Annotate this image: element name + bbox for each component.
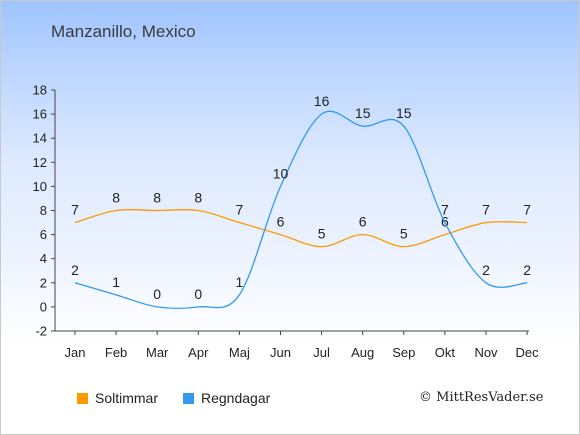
data-label-regndagar: 2 [482,262,490,278]
data-label-soltimmar: 8 [153,190,161,206]
legend-swatch-regndagar [183,392,194,404]
x-tick-label: Jul [313,345,330,360]
series-line-soltimmar [74,208,528,248]
y-tick-label: 4 [40,251,47,266]
x-tick-label: Apr [188,345,209,360]
legend-item-regndagar: Regndagar [183,390,270,406]
data-label-regndagar: 16 [314,93,330,109]
y-tick-label: -2 [35,324,47,339]
data-label-regndagar: 1 [112,274,120,290]
data-label-soltimmar: 7 [482,202,490,218]
legend-item-soltimmar: Soltimmar [77,390,158,406]
data-label-soltimmar: 7 [523,202,531,218]
x-tick-label: Feb [105,345,127,360]
data-label-soltimmar: 8 [112,190,120,206]
data-label-regndagar: 2 [523,262,531,278]
y-tick-label: 10 [33,179,47,194]
x-tick-label: Jun [270,345,291,360]
x-tick-label: Dec [516,345,540,360]
y-tick-label: 8 [40,203,47,218]
legend-label-regndagar: Regndagar [201,390,271,406]
x-tick-label: Mar [146,345,169,360]
data-label-regndagar: 7 [441,202,449,218]
data-label-regndagar: 15 [396,105,412,121]
y-tick-label: 14 [33,131,47,146]
y-tick-label: 12 [33,155,47,170]
legend-swatch-soltimmar [77,392,88,404]
y-tick-label: 0 [40,299,47,314]
chart-title: Manzanillo, Mexico [51,22,196,41]
data-label-soltimmar: 5 [400,226,408,242]
data-label-regndagar: 2 [71,262,79,278]
data-label-regndagar: 0 [153,286,161,302]
data-label-soltimmar: 6 [277,214,285,230]
y-tick-label: 6 [40,227,47,242]
data-label-soltimmar: 5 [318,226,326,242]
legend-label-soltimmar: Soltimmar [95,390,159,406]
data-label-soltimmar: 8 [194,190,202,206]
x-tick-label: Jan [65,345,86,360]
x-tick-label: Sep [392,345,415,360]
y-tick-label: 18 [33,83,47,98]
data-label-regndagar: 10 [273,165,289,181]
data-label-soltimmar: 6 [359,214,367,230]
y-tick-label: 2 [40,275,47,290]
data-label-regndagar: 1 [236,274,244,290]
data-label-soltimmar: 7 [71,202,79,218]
series-line-regndagar [74,110,528,310]
credit-text: © MittResVader.se [419,390,544,405]
data-label-soltimmar: 7 [236,202,244,218]
x-tick-label: Okt [435,345,456,360]
x-tick-label: Maj [229,345,250,360]
x-tick-label: Nov [474,345,498,360]
data-label-regndagar: 15 [355,105,371,121]
x-tick-label: Aug [351,345,374,360]
y-tick-label: 16 [33,107,47,122]
data-label-regndagar: 0 [194,286,202,302]
